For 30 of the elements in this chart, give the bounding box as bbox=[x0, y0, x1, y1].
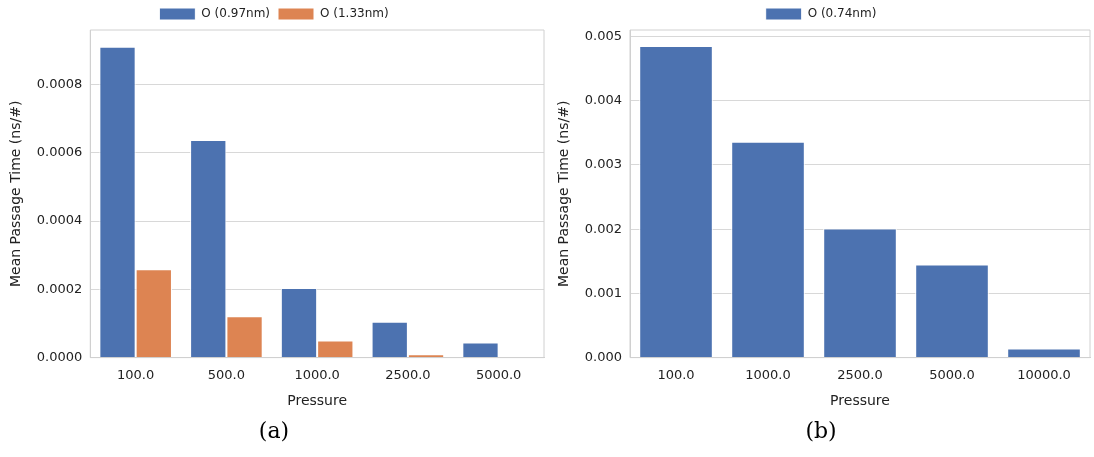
y-tick-label: 0.0002 bbox=[36, 280, 83, 296]
y-tick-label: 0.004 bbox=[584, 92, 623, 108]
x-tick-label: 1000.0 bbox=[745, 366, 791, 382]
y-axis-title: Mean Passage Time (ns/#) bbox=[7, 100, 24, 287]
x-tick-label: 2500.0 bbox=[837, 366, 883, 382]
text: (b) bbox=[804, 418, 838, 443]
y-tick-label: 0.0006 bbox=[36, 144, 83, 160]
text: (a) bbox=[257, 418, 291, 443]
legend-label: O (0.74nm) bbox=[807, 6, 877, 21]
x-tick-label: 5000.0 bbox=[929, 366, 975, 382]
x-tick-label: 100.0 bbox=[657, 366, 695, 382]
x-tick-label: 2500.0 bbox=[385, 366, 431, 382]
y-tick-label: 0.005 bbox=[584, 27, 623, 43]
legend-label: O (0.97nm) bbox=[201, 6, 270, 21]
x-tick-label: 5000.0 bbox=[475, 366, 522, 382]
x-tick-label: 500.0 bbox=[207, 366, 246, 382]
y-tick-label: 0.0004 bbox=[36, 212, 83, 228]
y-tick-label: 0.0008 bbox=[36, 75, 83, 91]
y-tick-label: 0.0000 bbox=[36, 348, 83, 364]
y-tick-label: 0.000 bbox=[584, 348, 623, 364]
x-tick-label: 100.0 bbox=[117, 366, 155, 382]
x-tick-label: 10000.0 bbox=[1017, 366, 1071, 382]
y-tick-label: 0.002 bbox=[584, 220, 623, 236]
y-tick-label: 0.001 bbox=[584, 284, 623, 300]
x-axis-title: Pressure bbox=[287, 392, 348, 409]
x-tick-label: 1000.0 bbox=[294, 366, 340, 382]
y-tick-label: 0.003 bbox=[584, 156, 623, 172]
legend-label: O (1.33nm) bbox=[320, 6, 389, 21]
x-axis-title: Pressure bbox=[830, 392, 890, 409]
y-axis-title: Mean Passage Time (ns/#) bbox=[555, 100, 572, 287]
